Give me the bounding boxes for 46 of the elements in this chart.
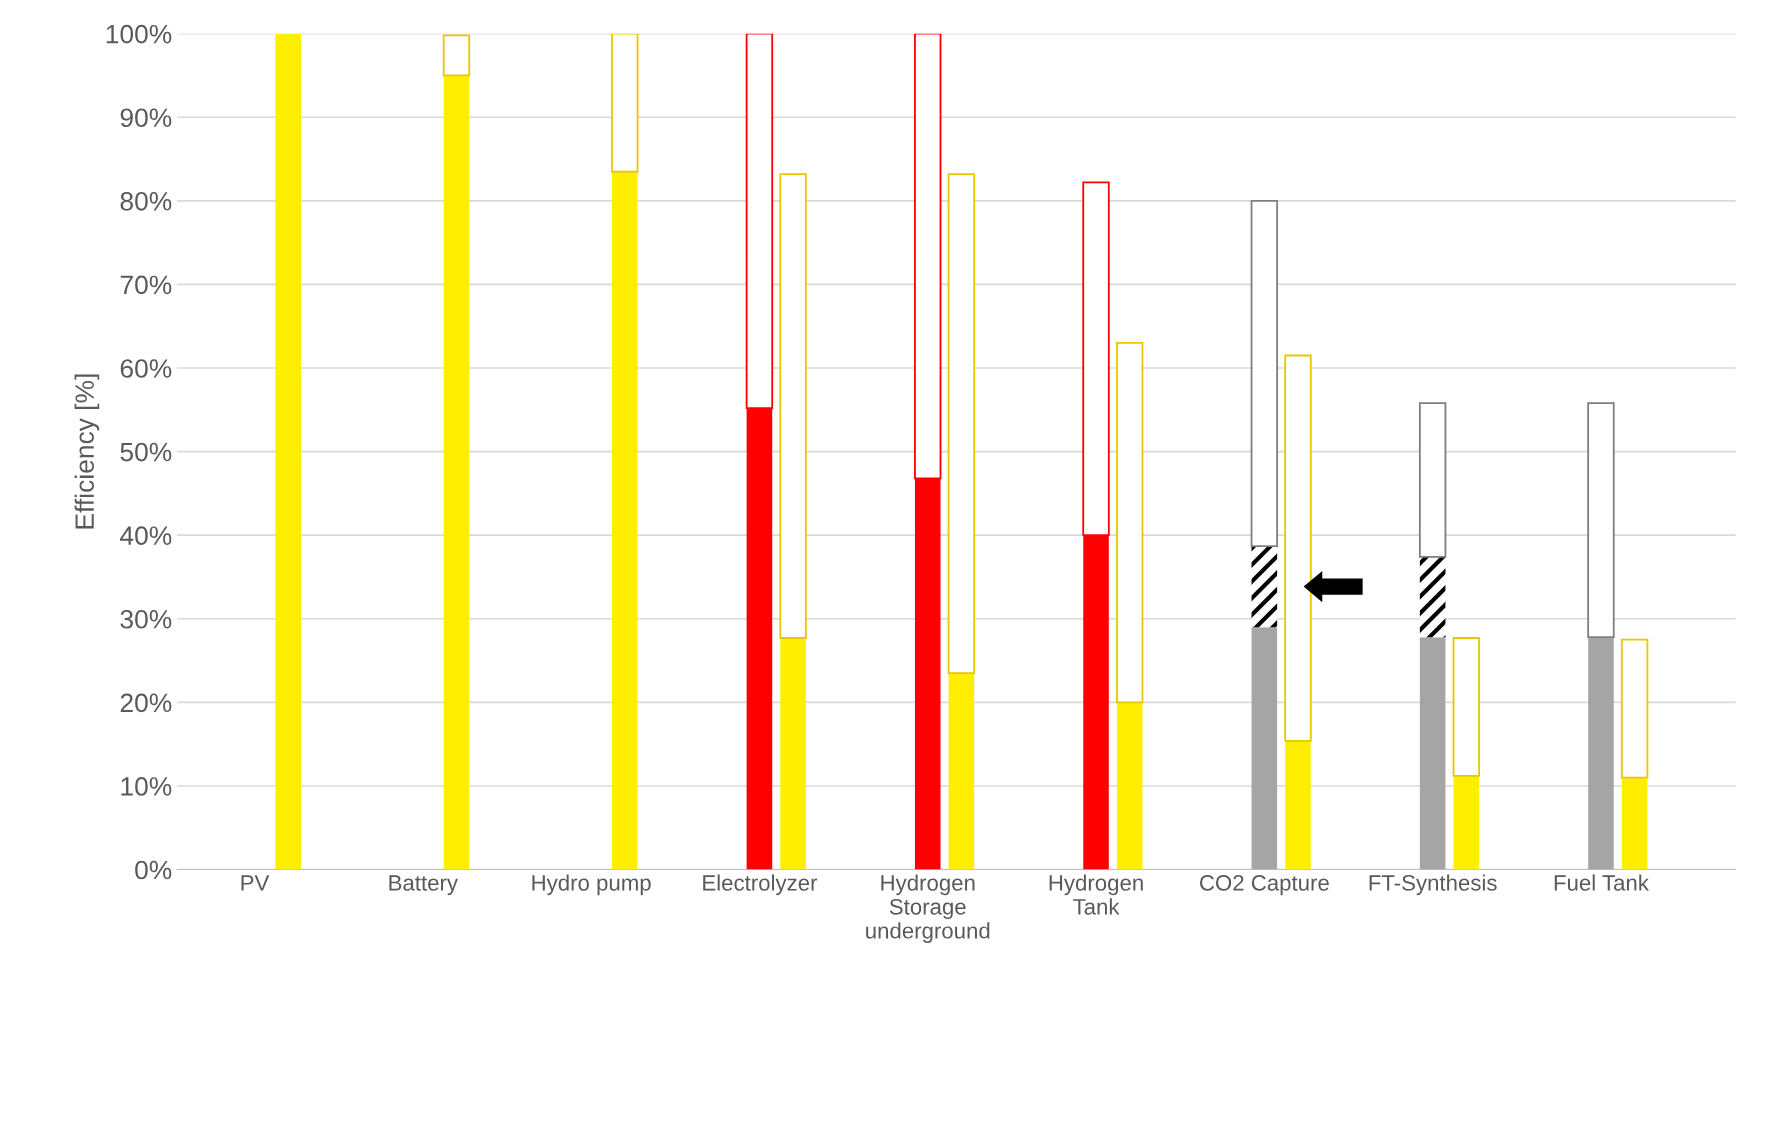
y-tick-label: 20%	[120, 693, 172, 713]
y-tick-label: 50%	[120, 442, 172, 462]
bar	[1587, 402, 1615, 639]
y-tick-label: 100%	[106, 24, 172, 44]
bar	[1418, 402, 1447, 558]
x-tick-label: Battery	[389, 875, 458, 896]
bar	[1284, 354, 1312, 742]
x-tick-label: Hydro pump	[532, 874, 651, 896]
bar	[1621, 777, 1648, 870]
y-tick-label: 60%	[120, 359, 172, 378]
bar	[611, 171, 638, 870]
y-tick-label: 70%	[120, 275, 172, 295]
bar	[1419, 556, 1446, 638]
bar	[1419, 637, 1446, 870]
bar	[1452, 637, 1480, 777]
bar	[443, 75, 470, 870]
bar	[1588, 637, 1614, 870]
y-tick-label: 40%	[120, 526, 172, 546]
bar	[1285, 740, 1311, 870]
bar	[1620, 638, 1649, 779]
x-tick-label: Electrolyzer	[703, 874, 818, 896]
x-tick-label: CO2 Capture	[1200, 875, 1329, 896]
y-tick-label: 90%	[120, 108, 172, 128]
y-tick-label: 80%	[120, 191, 172, 211]
y-tick-label: 0%	[135, 860, 172, 880]
y-tick-label: 30%	[120, 609, 172, 629]
bar	[948, 673, 975, 870]
bar	[1250, 199, 1279, 547]
x-tick-label: PV	[241, 875, 270, 891]
bar	[779, 173, 807, 639]
bar	[780, 638, 806, 870]
bar	[611, 33, 639, 173]
x-tick-label: Hydrogen Tank	[1049, 874, 1143, 915]
x-tick-label: Fuel Tank	[1554, 874, 1649, 891]
y-tick-label: 10%	[121, 777, 172, 796]
y-axis-title: Efficiency [%]	[74, 374, 100, 529]
x-tick-label: FT-Synthesis	[1369, 874, 1497, 896]
x-tick-label: Hydrogen Storage underground	[866, 874, 990, 943]
bar	[1116, 702, 1143, 870]
bar	[1251, 627, 1278, 870]
bar	[1251, 546, 1278, 628]
bar	[442, 34, 471, 77]
bar	[275, 33, 301, 870]
bar	[1453, 775, 1480, 870]
bar	[947, 173, 976, 675]
bar	[1115, 342, 1144, 704]
